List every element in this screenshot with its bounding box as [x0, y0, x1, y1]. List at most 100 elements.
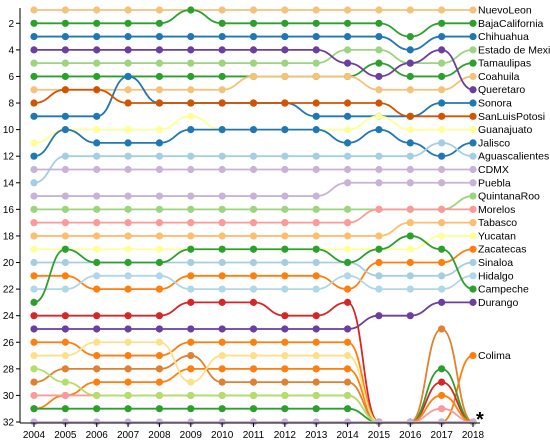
- y-tick-label: 16: [3, 205, 15, 216]
- data-point: [155, 325, 164, 333]
- data-point: [155, 378, 164, 386]
- data-point: [343, 325, 352, 333]
- data-point: [155, 232, 164, 240]
- data-point: [124, 126, 132, 134]
- data-point: [124, 19, 132, 27]
- data-point: [124, 351, 132, 360]
- y-tick-label: 8: [8, 99, 14, 110]
- data-point: [249, 405, 258, 413]
- data-point: [93, 272, 101, 280]
- data-point: [438, 6, 446, 14]
- data-point: [312, 418, 320, 426]
- data-point: [218, 99, 226, 107]
- data-point: [124, 418, 132, 426]
- data-point: [281, 32, 289, 41]
- data-point: [249, 152, 258, 160]
- data-point: [93, 6, 101, 14]
- data-point: [187, 72, 195, 81]
- y-tick-label: 20: [3, 258, 15, 269]
- data-point: [124, 139, 132, 147]
- data-point: [124, 165, 132, 174]
- data-point: [375, 46, 383, 54]
- series-label: Hidalgo: [478, 270, 514, 282]
- data-point: [30, 245, 38, 253]
- data-point: [218, 285, 226, 293]
- data-point: [469, 418, 477, 426]
- series-label: Chihuahua: [478, 31, 529, 43]
- data-point: [312, 112, 320, 120]
- data-point: [187, 365, 195, 373]
- data-point: [30, 152, 38, 160]
- data-point: [30, 418, 38, 426]
- data-point: [249, 32, 258, 41]
- x-tick-label: 2011: [243, 430, 265, 441]
- data-point: [438, 72, 446, 81]
- data-point: [218, 165, 226, 174]
- y-tick-label: 24: [3, 311, 15, 322]
- y-tick-label: 26: [3, 338, 15, 349]
- series-label: Tabasco: [478, 217, 517, 229]
- axes: [19, 8, 480, 424]
- data-point: [343, 6, 352, 14]
- data-point: [249, 192, 258, 200]
- data-point: [187, 405, 195, 413]
- data-point: [343, 338, 352, 346]
- data-point: [218, 378, 226, 386]
- data-point: [187, 165, 195, 174]
- x-tick-label: 2009: [180, 430, 203, 441]
- data-point: [312, 325, 320, 333]
- data-point: [438, 405, 446, 413]
- data-point: [469, 272, 477, 280]
- data-point: [93, 46, 101, 54]
- series-line-zacatecas: [33, 248, 474, 290]
- series-label: Durango: [478, 297, 518, 309]
- data-point: [406, 285, 414, 293]
- data-point: [187, 272, 195, 280]
- data-point: [187, 192, 195, 200]
- data-point: [93, 205, 101, 213]
- data-point: [343, 32, 352, 41]
- data-point: [312, 72, 320, 81]
- data-point: [187, 99, 195, 107]
- data-point: [281, 152, 289, 160]
- data-point: [218, 152, 226, 160]
- data-point: [281, 378, 289, 386]
- data-point: [93, 418, 101, 426]
- data-point: [469, 258, 477, 267]
- x-tick-label: 2005: [54, 430, 77, 441]
- data-point: [375, 258, 383, 267]
- data-point: [438, 232, 446, 240]
- data-point: [469, 219, 477, 227]
- data-point: [281, 6, 289, 14]
- data-point: [343, 165, 352, 174]
- data-point: [438, 99, 446, 107]
- data-point: [249, 285, 258, 293]
- data-point: [375, 179, 383, 187]
- data-point: [438, 152, 446, 160]
- data-point: [469, 19, 477, 27]
- series-label: Colima: [478, 350, 511, 362]
- data-point: [249, 338, 258, 346]
- data-point: [343, 219, 352, 227]
- data-point: [343, 126, 352, 134]
- data-point: [375, 418, 383, 426]
- data-point: [61, 59, 69, 67]
- data-point: [218, 19, 226, 27]
- data-point: [93, 258, 101, 267]
- series-line-queretaro: [33, 48, 474, 91]
- data-point: [438, 258, 446, 267]
- data-point: [124, 219, 132, 227]
- data-point: [124, 378, 132, 386]
- data-point: [124, 312, 132, 320]
- data-point: [438, 179, 446, 187]
- data-point: [93, 72, 101, 81]
- data-point: [343, 351, 352, 360]
- data-point: [61, 19, 69, 27]
- data-point: [375, 272, 383, 280]
- data-point: [406, 86, 414, 94]
- data-point: [312, 152, 320, 160]
- data-point: [312, 258, 320, 267]
- data-point: [124, 365, 132, 373]
- data-point: [281, 205, 289, 213]
- data-point: [155, 258, 164, 267]
